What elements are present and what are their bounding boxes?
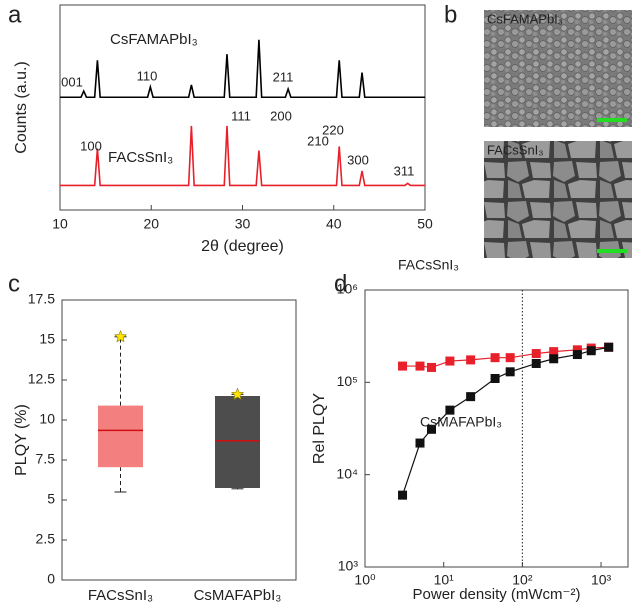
x-tick-label: 20	[143, 216, 159, 232]
panel-letter: d	[334, 270, 347, 297]
x-tick-label: 30	[235, 216, 251, 232]
sem-image	[484, 141, 632, 258]
point	[604, 342, 614, 352]
box	[215, 396, 260, 488]
x-axis-label: Power density (mWcm⁻²)	[413, 586, 581, 603]
peak-label: 200	[270, 108, 292, 123]
y-tick-label: 10⁶	[337, 281, 358, 297]
y-axis-label: Counts (a.u.)	[13, 61, 30, 153]
y-tick-label: 10⁵	[337, 373, 358, 389]
series-label: FACsSnI₃	[108, 149, 173, 166]
series-label: CsMAFAPbI₃	[420, 414, 502, 430]
x-axis-label: 2θ (degree)	[201, 238, 284, 255]
point	[549, 354, 559, 364]
x-tick-label: 10³	[591, 572, 612, 588]
point	[426, 424, 436, 434]
point	[572, 345, 582, 355]
x-tick-label: 10	[52, 216, 68, 232]
peak-label: 100	[80, 138, 102, 153]
y-tick-label: 7.5	[36, 451, 56, 467]
y-tick-label: 12.5	[28, 371, 55, 387]
point	[398, 490, 408, 500]
point	[426, 362, 436, 372]
panel-letter: c	[8, 270, 20, 297]
x-tick-label: CsMAFAPbI₃	[194, 587, 282, 603]
plot-frame	[61, 299, 297, 581]
y-tick-label: 0	[47, 571, 55, 587]
peak-label: 110	[137, 68, 158, 83]
peak-label: 211	[273, 69, 294, 84]
peak-label: 311	[394, 163, 415, 178]
x-tick-label: 40	[326, 216, 342, 232]
x-tick-label: 10⁰	[354, 572, 376, 588]
y-tick-label: 5	[47, 491, 55, 507]
x-tick-label: 10¹	[434, 572, 455, 588]
image-label: CsFAMAPbI₃	[487, 11, 563, 26]
y-tick-label: 15	[39, 331, 55, 347]
peak-label: 210	[307, 133, 329, 148]
peak-label: 300	[347, 152, 369, 167]
max-marker	[231, 387, 244, 400]
y-tick-label: 2.5	[36, 531, 56, 547]
point	[415, 438, 425, 448]
y-axis-label: Rel PLQY	[311, 393, 328, 464]
y-tick-label: 10⁴	[336, 465, 358, 481]
xrd-line	[60, 39, 425, 99]
point	[505, 367, 515, 377]
x-tick-label: 50	[417, 216, 433, 232]
y-tick-label: 10	[39, 411, 55, 427]
series-label: CsFAMAPbI₃	[110, 31, 198, 48]
point	[445, 356, 455, 366]
xrd-line	[60, 125, 425, 187]
point	[505, 353, 515, 363]
sem-image	[484, 10, 632, 127]
peak-label: 111	[231, 108, 251, 123]
box	[98, 405, 143, 468]
point	[490, 374, 500, 384]
max-marker	[114, 330, 127, 343]
image-label: FACsSnI₃	[487, 142, 544, 157]
point	[398, 361, 408, 371]
y-tick-label: 17.5	[28, 291, 55, 307]
point	[490, 353, 500, 363]
x-tick-label: FACsSnI₃	[88, 587, 153, 603]
point	[445, 405, 455, 415]
series-label: FACsSnI₃	[398, 257, 459, 273]
point	[531, 349, 541, 359]
peak-label: 220	[322, 122, 344, 137]
y-axis-label: PLQY (%)	[13, 404, 30, 476]
point	[466, 355, 476, 365]
y-tick-label: 10³	[338, 558, 359, 574]
point	[531, 358, 541, 368]
panel-letter: b	[444, 1, 457, 28]
point	[466, 392, 476, 402]
point	[549, 347, 559, 357]
peak-label: 001	[61, 74, 83, 89]
panel-letter: a	[8, 1, 22, 28]
point	[415, 361, 425, 371]
plot-frame	[364, 289, 629, 568]
point	[586, 346, 596, 356]
point	[572, 350, 582, 360]
x-tick-label: 10²	[512, 572, 533, 588]
